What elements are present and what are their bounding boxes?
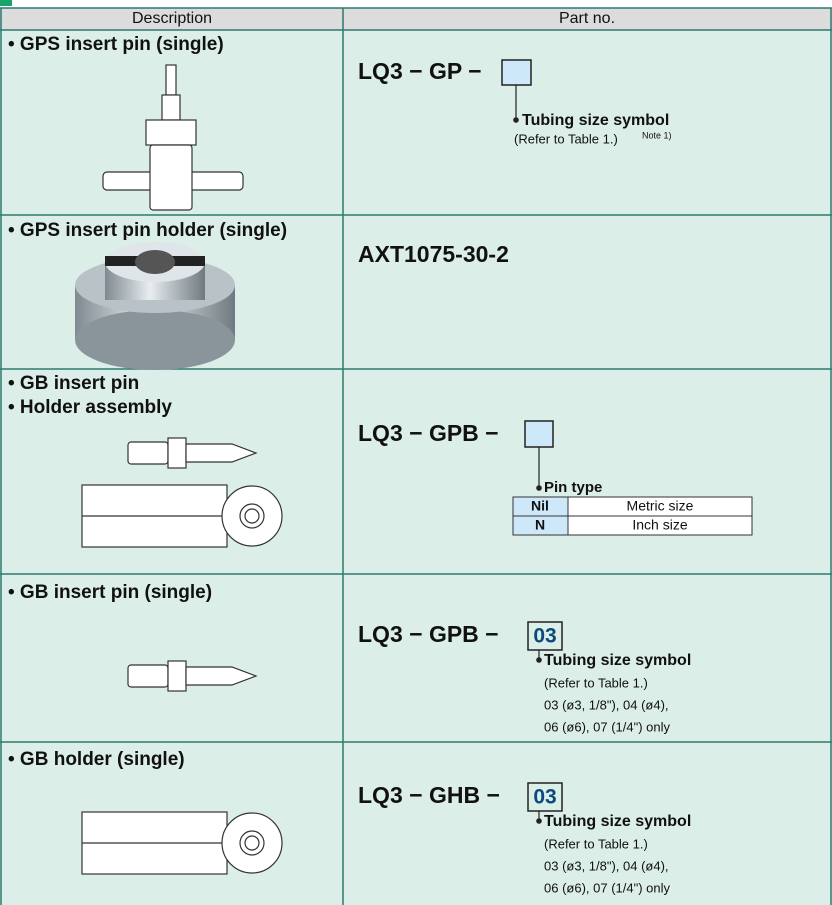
part-no: LQ3 − GHB − [358,782,500,808]
part-no: LQ3 − GPB − [358,621,499,647]
top-strip [0,0,832,8]
description: • Holder assembly [8,397,172,418]
table-cell: N [535,517,545,533]
header-bg [0,8,832,30]
symbol-code: 03 [533,786,556,809]
header-cell: Part no. [559,10,615,27]
symbol-note: 06 (ø6), 07 (1/4") only [544,880,671,895]
leader-dot [536,657,542,663]
symbol-note: 03 (ø3, 1/8"), 04 (ø4), [544,697,669,712]
holder-drawing [81,811,283,875]
symbol-note: 06 (ø6), 07 (1/4") only [544,719,671,734]
symbol-note: (Refer to Table 1.) [544,836,648,851]
description: • GB insert pin (single) [8,582,212,603]
part-no: LQ3 − GPB − [358,420,499,446]
pin-drawing [127,660,258,692]
description: • GPS insert pin holder (single) [8,220,287,241]
table-cell: Inch size [632,517,687,533]
description: • GB insert pin [8,373,139,394]
table-cell: Nil [531,498,549,514]
symbol-label: Tubing size symbol [544,813,691,830]
leader-dot [536,818,542,824]
symbol-box [527,782,563,812]
table-cell: Metric size [627,498,694,514]
symbol-box [527,621,563,651]
superscript: Note 1) [642,130,672,140]
symbol-label: Tubing size symbol [544,652,691,669]
table-bg [0,30,832,905]
description: • GPS insert pin (single) [8,34,224,55]
top-mark [0,0,12,6]
pin-type-table [512,496,753,536]
symbol-code: 03 [533,625,556,648]
holder-photo [75,242,235,370]
leader-dot [513,117,519,123]
symbol-box [501,59,532,86]
symbol-label: Tubing size symbol [522,112,669,129]
part-no: AXT1075-30-2 [358,241,509,267]
header-cell: Description [132,10,212,27]
pin-holder-drawing [81,437,283,548]
symbol-note: (Refer to Table 1.) [544,675,648,690]
description: • GB holder (single) [8,749,185,770]
symbol-note: 03 (ø3, 1/8"), 04 (ø4), [544,858,669,873]
symbol-label: Pin type [544,479,602,496]
symbol-box [524,420,554,448]
pin-drawing [102,64,244,211]
symbol-note: (Refer to Table 1.) [514,131,618,146]
leader-dot [536,485,542,491]
part-no: LQ3 − GP − [358,58,482,84]
